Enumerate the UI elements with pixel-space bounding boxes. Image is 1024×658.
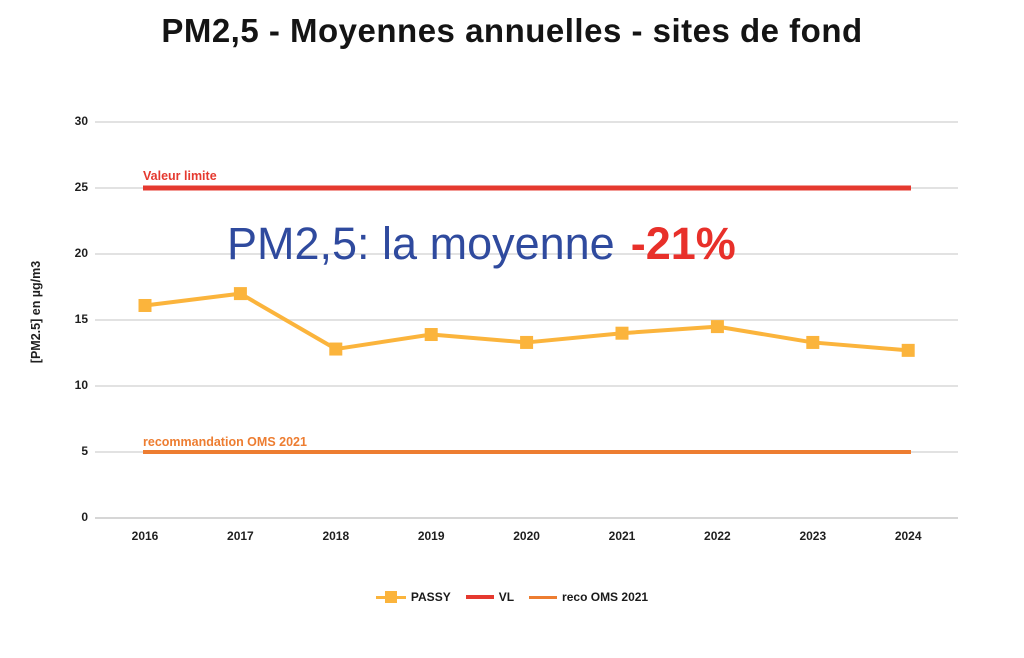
legend-item-oms: reco OMS 2021: [529, 590, 648, 604]
passy-data-point: [806, 335, 820, 349]
legend: PASSY VL reco OMS 2021: [0, 590, 1024, 604]
annotation-highlight: -21%: [630, 218, 736, 269]
chart-title: PM2,5 - Moyennes annuelles - sites de fo…: [161, 12, 863, 49]
legend-item-passy: PASSY: [375, 590, 451, 604]
legend-item-vl: VL: [465, 590, 515, 604]
passy-series-swatch-icon: [375, 591, 406, 603]
legend-label-oms: reco OMS 2021: [562, 590, 649, 604]
oms-line-swatch-icon: [529, 595, 558, 599]
passy-data-point: [329, 342, 343, 356]
passy-data-point: [901, 343, 915, 357]
passy-data-point: [233, 287, 247, 301]
annotation: PM2,5: la moyenne -21%: [227, 218, 736, 270]
passy-data-point: [710, 320, 724, 334]
passy-data-point: [520, 335, 534, 349]
passy-data-point: [424, 328, 438, 342]
legend-label-vl: VL: [498, 590, 515, 604]
vl-line-swatch-icon: [465, 595, 494, 599]
legend-label-passy: PASSY: [410, 590, 451, 604]
passy-data-point: [138, 298, 152, 312]
annotation-text: PM2,5: la moyenne: [227, 218, 615, 269]
passy-data-point: [615, 326, 629, 340]
